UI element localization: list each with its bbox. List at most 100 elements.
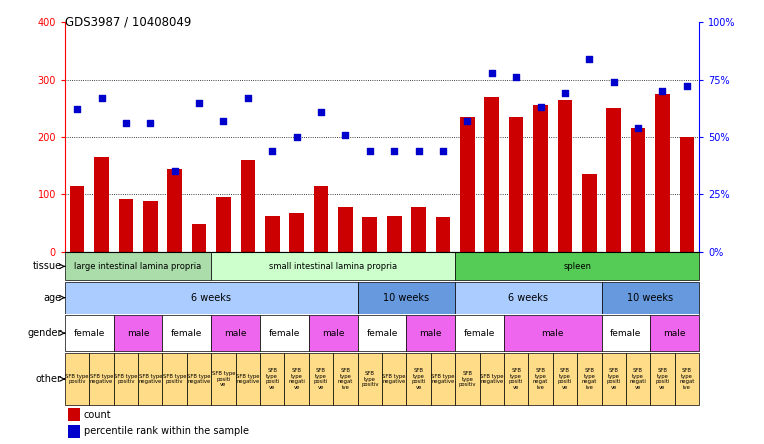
Text: SFB
type
negat
ive: SFB type negat ive (533, 369, 549, 390)
Point (583, 56, 595, 63)
Bar (163, 315, 212, 351)
Bar (362, 217, 377, 252)
Text: SFB
type
negat
ive: SFB type negat ive (338, 369, 353, 390)
Text: count: count (84, 409, 112, 420)
Bar (114, 315, 163, 351)
Text: SFB
type
negat
ive: SFB type negat ive (679, 369, 694, 390)
Bar (582, 174, 597, 252)
Bar (455, 353, 480, 405)
Point (96, 95, 108, 102)
Point (144, 119, 157, 127)
Bar (601, 281, 699, 313)
Bar (260, 315, 309, 351)
Bar (68, 408, 79, 421)
Point (290, 133, 303, 140)
Point (558, 90, 571, 97)
Bar (212, 353, 235, 405)
Bar (241, 160, 255, 252)
Bar (358, 315, 406, 351)
Bar (65, 281, 358, 313)
Point (339, 131, 351, 138)
Bar (460, 117, 474, 252)
Bar (455, 281, 601, 313)
Bar (558, 99, 572, 252)
Bar (65, 353, 89, 405)
Bar (68, 424, 79, 438)
Bar (382, 353, 406, 405)
Bar (679, 137, 694, 252)
Bar (260, 353, 284, 405)
Text: SFB
type
negati
ve: SFB type negati ve (630, 369, 646, 390)
Bar (406, 315, 455, 351)
Point (315, 108, 327, 115)
Bar (650, 353, 675, 405)
Text: SFB type
negative: SFB type negative (90, 374, 113, 384)
Bar (89, 353, 114, 405)
Bar (455, 252, 699, 280)
Text: SFB type
positiv: SFB type positiv (66, 374, 89, 384)
Bar (552, 353, 577, 405)
Text: age: age (44, 293, 62, 303)
Bar (143, 201, 157, 252)
Bar (601, 315, 650, 351)
Point (388, 147, 400, 155)
Text: 10 weeks: 10 weeks (384, 293, 429, 303)
Point (535, 103, 547, 111)
Text: large intestinal lamina propria: large intestinal lamina propria (74, 262, 202, 271)
Text: SFB
type
positi
ve: SFB type positi ve (411, 369, 426, 390)
Text: SFB type
positi
ve: SFB type positi ve (212, 371, 235, 387)
Bar (192, 224, 206, 252)
Text: gender: gender (28, 328, 62, 338)
Bar (235, 353, 260, 405)
Point (461, 117, 474, 124)
Text: male: male (322, 329, 345, 337)
Bar (675, 353, 699, 405)
Text: SFB
type
positiv: SFB type positiv (361, 371, 378, 387)
Point (437, 147, 449, 155)
Bar (358, 353, 382, 405)
Text: 6 weeks: 6 weeks (508, 293, 549, 303)
Bar (431, 353, 455, 405)
Text: female: female (171, 329, 202, 337)
Text: SFB type
positiv: SFB type positiv (163, 374, 186, 384)
Point (510, 74, 523, 81)
Bar (656, 94, 670, 252)
Text: GDS3987 / 10408049: GDS3987 / 10408049 (65, 16, 191, 28)
Bar (650, 315, 699, 351)
Text: female: female (269, 329, 300, 337)
Text: SFB
type
positi
ve: SFB type positi ve (509, 369, 523, 390)
Bar (577, 353, 601, 405)
Bar (607, 108, 621, 252)
Point (71, 106, 83, 113)
Bar (338, 207, 353, 252)
Bar (70, 186, 85, 252)
Bar (435, 217, 450, 252)
Bar (358, 281, 455, 313)
Text: SFB type
positiv: SFB type positiv (114, 374, 138, 384)
Bar (314, 186, 329, 252)
Bar (212, 315, 260, 351)
Text: SFB type
negative: SFB type negative (431, 374, 455, 384)
Text: SFB type
negative: SFB type negative (236, 374, 260, 384)
Bar (290, 213, 304, 252)
Bar (626, 353, 650, 405)
Bar (406, 353, 431, 405)
Bar (504, 315, 601, 351)
Text: SFB
type
positi
ve: SFB type positi ve (314, 369, 329, 390)
Bar (94, 157, 108, 252)
Text: SFB
type
positi
ve: SFB type positi ve (607, 369, 621, 390)
Text: SFB type
negative: SFB type negative (138, 374, 162, 384)
Text: female: female (464, 329, 495, 337)
Bar (65, 315, 114, 351)
Bar (212, 252, 455, 280)
Bar (163, 353, 187, 405)
Text: male: male (663, 329, 686, 337)
Text: 10 weeks: 10 weeks (627, 293, 673, 303)
Bar (484, 97, 499, 252)
Point (632, 124, 644, 131)
Point (486, 69, 498, 76)
Point (218, 117, 230, 124)
Text: SFB type
negative: SFB type negative (480, 374, 503, 384)
Text: SFB type
negative: SFB type negative (383, 374, 406, 384)
Bar (455, 315, 504, 351)
